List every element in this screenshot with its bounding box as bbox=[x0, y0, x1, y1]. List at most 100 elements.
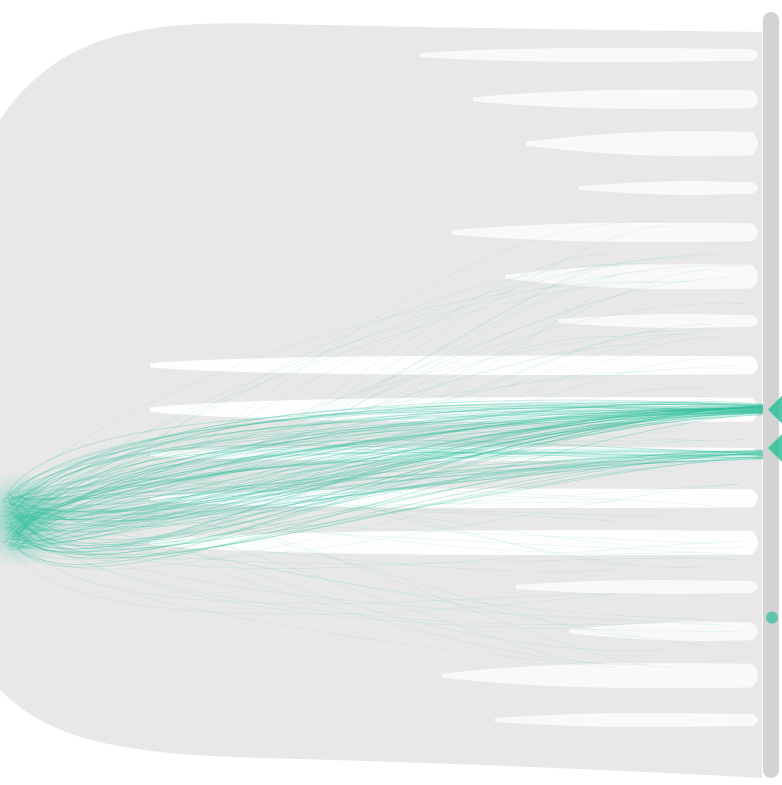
flow-line bbox=[6, 404, 676, 520]
flow-line bbox=[10, 408, 771, 553]
flow-line bbox=[19, 409, 771, 512]
flow-line bbox=[13, 404, 771, 491]
flow-line bbox=[5, 277, 729, 548]
flow-line bbox=[8, 408, 771, 493]
flow-line bbox=[20, 456, 771, 541]
flow-line bbox=[16, 405, 771, 545]
flow-line bbox=[17, 411, 771, 550]
flow-line bbox=[17, 499, 601, 664]
flow-line bbox=[17, 265, 620, 532]
flow-line bbox=[4, 256, 695, 510]
flow-line bbox=[21, 483, 739, 515]
flow-line bbox=[2, 478, 626, 566]
flow-line bbox=[3, 502, 743, 633]
target-gap bbox=[558, 314, 758, 328]
target-markers bbox=[766, 395, 782, 624]
flow-line bbox=[13, 403, 771, 541]
flow-line bbox=[4, 414, 604, 506]
flow-line bbox=[4, 439, 613, 562]
flow-line bbox=[9, 412, 771, 532]
target-gaps bbox=[150, 48, 758, 727]
flow-line bbox=[17, 430, 708, 523]
flow-line bbox=[15, 439, 771, 537]
flow-line bbox=[8, 403, 771, 512]
flow-line bbox=[8, 452, 771, 535]
flow-line bbox=[11, 407, 771, 511]
flow-line bbox=[12, 405, 771, 546]
flow-line bbox=[18, 324, 711, 532]
flow-line bbox=[8, 407, 771, 501]
flow-line bbox=[4, 478, 704, 568]
flow-line bbox=[14, 404, 771, 523]
target-gap bbox=[150, 488, 758, 509]
flow-line bbox=[6, 413, 771, 500]
target-gap bbox=[150, 355, 758, 376]
flow-line bbox=[17, 411, 771, 549]
flow-line bbox=[9, 455, 771, 553]
flow-line bbox=[9, 453, 771, 551]
flow-line bbox=[2, 403, 771, 502]
flow-line bbox=[15, 488, 719, 548]
flow-line bbox=[15, 411, 771, 568]
flow-line bbox=[2, 441, 689, 513]
flow-line bbox=[8, 504, 668, 651]
flow-line bbox=[17, 458, 771, 546]
flow-line bbox=[6, 483, 741, 560]
target-gap bbox=[495, 713, 758, 727]
target-axis-bar bbox=[763, 12, 779, 778]
flow-line bbox=[6, 409, 771, 518]
flow-line bbox=[5, 453, 771, 522]
flow-line bbox=[8, 280, 703, 494]
flow-line bbox=[16, 456, 771, 556]
flow-line bbox=[16, 398, 713, 498]
flow-line bbox=[13, 293, 601, 565]
flow-line bbox=[15, 408, 771, 538]
flow-line bbox=[11, 430, 678, 522]
target-point bbox=[766, 611, 778, 624]
flow-line bbox=[13, 525, 663, 626]
flow-line bbox=[5, 406, 771, 495]
flow-line bbox=[9, 413, 771, 566]
flow-line bbox=[20, 412, 771, 520]
flow-line bbox=[11, 333, 693, 516]
flow-line bbox=[12, 406, 771, 549]
flow-line bbox=[13, 386, 709, 550]
flow-line bbox=[17, 411, 771, 523]
target-gap bbox=[150, 530, 758, 556]
flow-line bbox=[21, 409, 771, 498]
flow-line bbox=[13, 221, 669, 538]
flow-line bbox=[9, 411, 771, 540]
flow-line bbox=[15, 399, 771, 503]
flow-line bbox=[6, 450, 674, 523]
flow-line bbox=[21, 457, 771, 548]
flow-line bbox=[13, 357, 716, 560]
flow-line bbox=[17, 330, 669, 527]
target-gap bbox=[516, 580, 758, 594]
flow-line bbox=[18, 406, 771, 549]
flow-line bbox=[16, 336, 722, 553]
flow-line bbox=[15, 408, 634, 521]
flow-line bbox=[15, 462, 678, 570]
target-gap bbox=[150, 397, 758, 423]
flow-line bbox=[17, 293, 628, 532]
target-gap bbox=[452, 222, 758, 243]
target-gap bbox=[420, 48, 758, 62]
flow-line bbox=[1, 411, 771, 503]
flow-line bbox=[11, 405, 771, 515]
flow-line bbox=[12, 411, 771, 555]
target-gap bbox=[505, 264, 758, 290]
flow-line bbox=[17, 403, 771, 539]
flow-line bbox=[16, 406, 771, 507]
target-gap bbox=[569, 621, 758, 642]
flow-line bbox=[10, 409, 771, 506]
flow-line bbox=[17, 271, 647, 534]
flow-line bbox=[2, 401, 771, 505]
flow-line bbox=[19, 452, 771, 559]
flow-line bbox=[16, 407, 771, 511]
flow-line bbox=[9, 401, 771, 510]
flow-line bbox=[10, 444, 771, 524]
flow-line bbox=[4, 455, 689, 517]
flow-line bbox=[2, 439, 747, 544]
target-gap bbox=[526, 131, 758, 157]
